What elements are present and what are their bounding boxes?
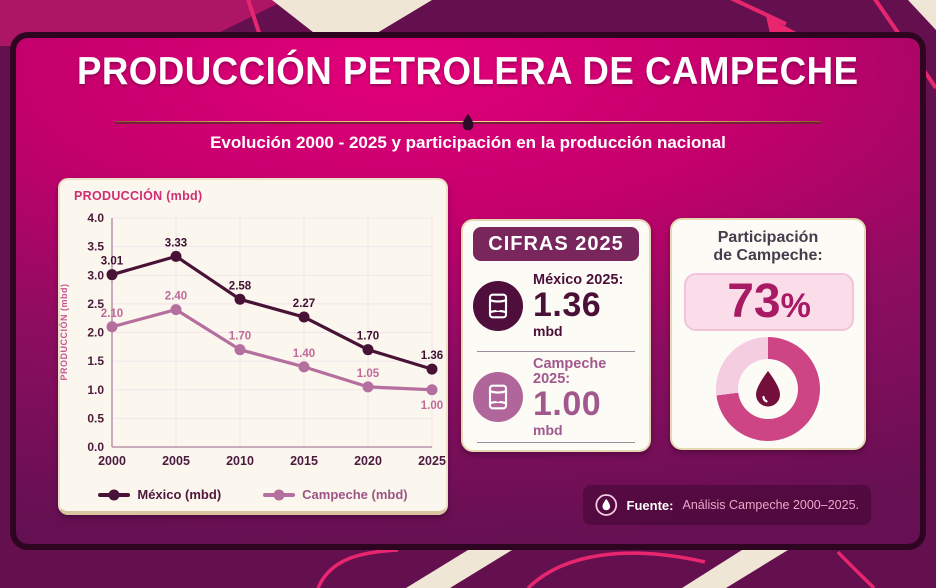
- svg-text:2.27: 2.27: [293, 298, 315, 310]
- cifras-row-campeche: Campeche 2025: 1.00 mbd: [473, 352, 639, 442]
- cifras-mexico-unit: mbd: [533, 323, 563, 340]
- background-pink-line-arrow-shaft: [730, 0, 787, 26]
- svg-text:2.58: 2.58: [229, 280, 252, 292]
- participation-donut-chart: [716, 336, 820, 441]
- legend-marker: [263, 492, 296, 497]
- percentage-sign: %: [780, 286, 811, 325]
- svg-text:2010: 2010: [226, 454, 254, 468]
- oil-barrel-icon: [473, 372, 523, 422]
- svg-text:3.33: 3.33: [165, 237, 187, 249]
- cifras-mexico-value: 1.36: [533, 286, 602, 325]
- background-pink-curve-3: [836, 550, 876, 588]
- svg-text:1.70: 1.70: [357, 331, 379, 343]
- legend-marker: [98, 492, 131, 497]
- drop-circle-icon: [595, 494, 618, 516]
- divider: [477, 351, 635, 352]
- svg-text:2000: 2000: [98, 454, 126, 468]
- participation-card: Participación de Campeche: 73%: [670, 218, 866, 450]
- svg-text:1.5: 1.5: [87, 354, 104, 368]
- source-text: Análisis Campeche 2000–2025.: [682, 498, 859, 512]
- legend-item: Campeche (mbd): [263, 487, 408, 502]
- svg-text:2025: 2025: [418, 454, 446, 468]
- cifras-campeche-value: 1.00: [533, 385, 602, 424]
- legend-item: México (mbd): [98, 487, 221, 502]
- cifras-campeche-label: Campeche 2025:: [533, 355, 607, 387]
- oil-barrel-icon: [473, 281, 523, 331]
- drop-icon: [462, 114, 474, 131]
- svg-text:2005: 2005: [162, 454, 190, 468]
- background-pink-curve-1: [316, 548, 399, 588]
- background-cream-stripe-1: [406, 550, 512, 588]
- source-label: Fuente:: [626, 497, 674, 513]
- donut-center: [738, 358, 798, 419]
- participation-title-line2: de Campeche:: [713, 247, 823, 265]
- participation-title-line1: Participación: [717, 229, 819, 246]
- drop-icon: [756, 370, 780, 407]
- svg-text:4.0: 4.0: [87, 211, 104, 225]
- svg-text:2.10: 2.10: [101, 308, 123, 320]
- cifras-header: CIFRAS 2025: [473, 227, 639, 261]
- svg-text:1.05: 1.05: [357, 368, 380, 380]
- cifras-card: CIFRAS 2025 México 2025: 1.36 mbd: [461, 219, 651, 452]
- source-pill: Fuente: Análisis Campeche 2000–2025.: [583, 485, 871, 525]
- svg-text:1.0: 1.0: [87, 383, 104, 397]
- percentage-number: 73: [727, 274, 781, 328]
- svg-text:0.5: 0.5: [87, 411, 104, 425]
- page-subtitle: Evolución 2000 - 2025 y participación en…: [210, 133, 726, 152]
- cifras-row-mexico: México 2025: 1.36 mbd: [473, 261, 639, 351]
- page-title-text: PRODUCCIÓN PETROLERA DE CAMPECHE: [77, 50, 859, 93]
- svg-text:2020: 2020: [354, 454, 382, 468]
- cifras-campeche-unit: mbd: [533, 421, 563, 438]
- svg-text:0.0: 0.0: [87, 440, 104, 454]
- svg-text:2015: 2015: [290, 454, 318, 468]
- svg-text:2.0: 2.0: [87, 326, 104, 340]
- svg-text:3.01: 3.01: [101, 256, 124, 268]
- svg-text:3.5: 3.5: [87, 240, 104, 254]
- background-cream-wedge: [272, 0, 432, 36]
- svg-text:3.0: 3.0: [87, 268, 104, 282]
- chart-legend: México (mbd) Campeche (mbd): [60, 487, 446, 502]
- background-cream-stripe-2: [682, 550, 788, 588]
- svg-text:1.70: 1.70: [229, 331, 251, 343]
- svg-text:2.40: 2.40: [165, 291, 187, 303]
- legend-label: México (mbd): [137, 487, 222, 502]
- cifras-mexico-label: México 2025:: [533, 272, 624, 289]
- svg-text:1.00: 1.00: [421, 400, 443, 412]
- background-corner-triangle: [908, 0, 936, 30]
- page-title: PRODUCCIÓN PETROLERA DE CAMPECHE: [16, 50, 920, 94]
- cifras-mexico-text: México 2025: 1.36 mbd: [533, 272, 624, 340]
- title-separator: [115, 114, 821, 131]
- percentage-value: 73%: [727, 274, 811, 328]
- cifras-campeche-text: Campeche 2025: 1.00 mbd: [533, 355, 639, 438]
- main-panel: PRODUCCIÓN PETROLERA DE CAMPECHE Evoluci…: [10, 32, 926, 550]
- legend-label: Campeche (mbd): [302, 487, 408, 502]
- production-chart-card: PRODUCCIÓN (mbd) PRODUCCIÓN (mbd) 0.0 0.5…: [58, 178, 448, 515]
- participation-title: Participación de Campeche:: [684, 229, 852, 266]
- percentage-box: 73%: [684, 272, 854, 331]
- svg-text:1.40: 1.40: [293, 348, 315, 360]
- divider: [477, 442, 635, 443]
- line-chart: 0.0 0.5 1.0 1.5 2.0 2.5 3.0 3.5 4.0 2000 2005 2010 2…: [87, 211, 446, 468]
- chart-title: PRODUCCIÓN (mbd): [74, 189, 203, 203]
- background-pink-curve-2: [526, 551, 706, 588]
- svg-text:1.36: 1.36: [421, 350, 443, 362]
- svg-text:2.5: 2.5: [87, 297, 104, 311]
